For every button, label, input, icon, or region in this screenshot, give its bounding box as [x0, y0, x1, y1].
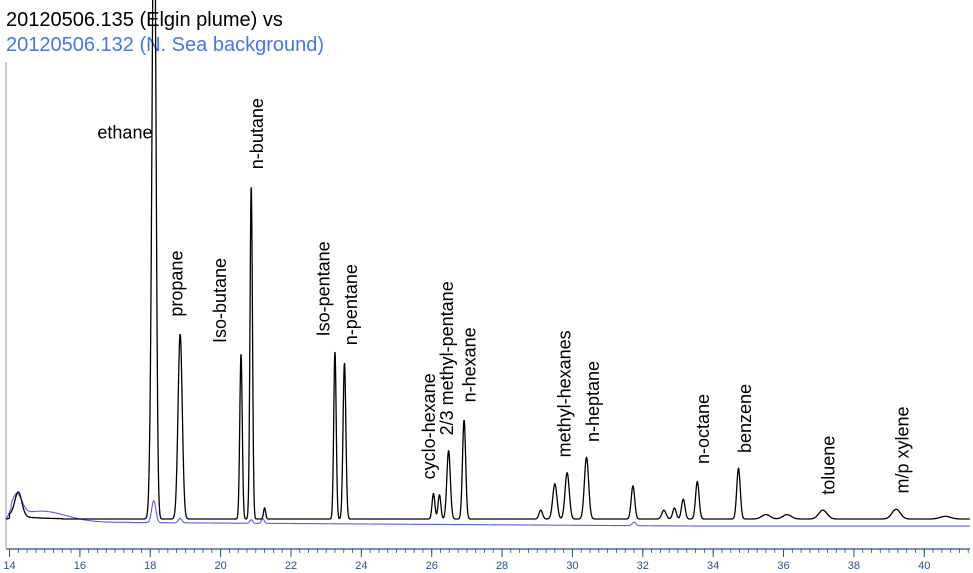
x-tick-label: 22	[285, 560, 297, 572]
peak-label: benzene	[735, 384, 755, 453]
x-major-ticks	[9, 549, 925, 557]
peak-label: n-hexane	[460, 327, 480, 402]
peak-label: n-pentane	[341, 264, 361, 345]
peak-label: 2/3 methyl-pentane	[437, 281, 457, 435]
peak-label: propane	[167, 251, 187, 317]
peak-label: toluene	[819, 436, 839, 495]
chart-title: 20120506.135 (Elgin plume) vs	[6, 9, 283, 31]
x-tick-label: 20	[214, 560, 226, 572]
x-tick-label: 34	[707, 560, 719, 572]
peak-label: ethane	[97, 122, 152, 142]
peak-labels: ethane propane Iso-butane n-butane Iso-penta…	[97, 98, 912, 495]
x-tick-label: 24	[355, 560, 367, 572]
peak-label: cyclo-hexane	[419, 373, 439, 479]
x-tick-label: 30	[566, 560, 578, 572]
x-tick-label: 38	[848, 560, 860, 572]
series-line-background	[5, 492, 970, 527]
x-tick-label: 16	[74, 560, 86, 572]
x-tick-label: 40	[918, 560, 930, 572]
series-line-plume	[5, 0, 970, 520]
x-tick-label: 26	[426, 560, 438, 572]
x-tick-label: 18	[144, 560, 156, 572]
x-tick-label: 32	[637, 560, 649, 572]
peak-label: n-heptane	[583, 361, 603, 442]
x-tick-label: 28	[496, 560, 508, 572]
x-tick-label: 36	[777, 560, 789, 572]
peak-label: m/p xylene	[892, 406, 912, 493]
peak-label: n-butane	[247, 98, 267, 169]
chart-subtitle: 20120506.132 (N. Sea background)	[6, 34, 324, 56]
peak-label: methyl-hexanes	[555, 330, 575, 457]
x-tick-label: 14	[3, 560, 15, 572]
x-tick-labels: 14 16 18 20 22 24 26 28 30 32 34 36 38 40	[3, 560, 930, 572]
peak-label: Iso-butane	[210, 258, 230, 343]
peak-label: n-octane	[693, 394, 713, 464]
peak-label: Iso-pentane	[314, 241, 334, 336]
